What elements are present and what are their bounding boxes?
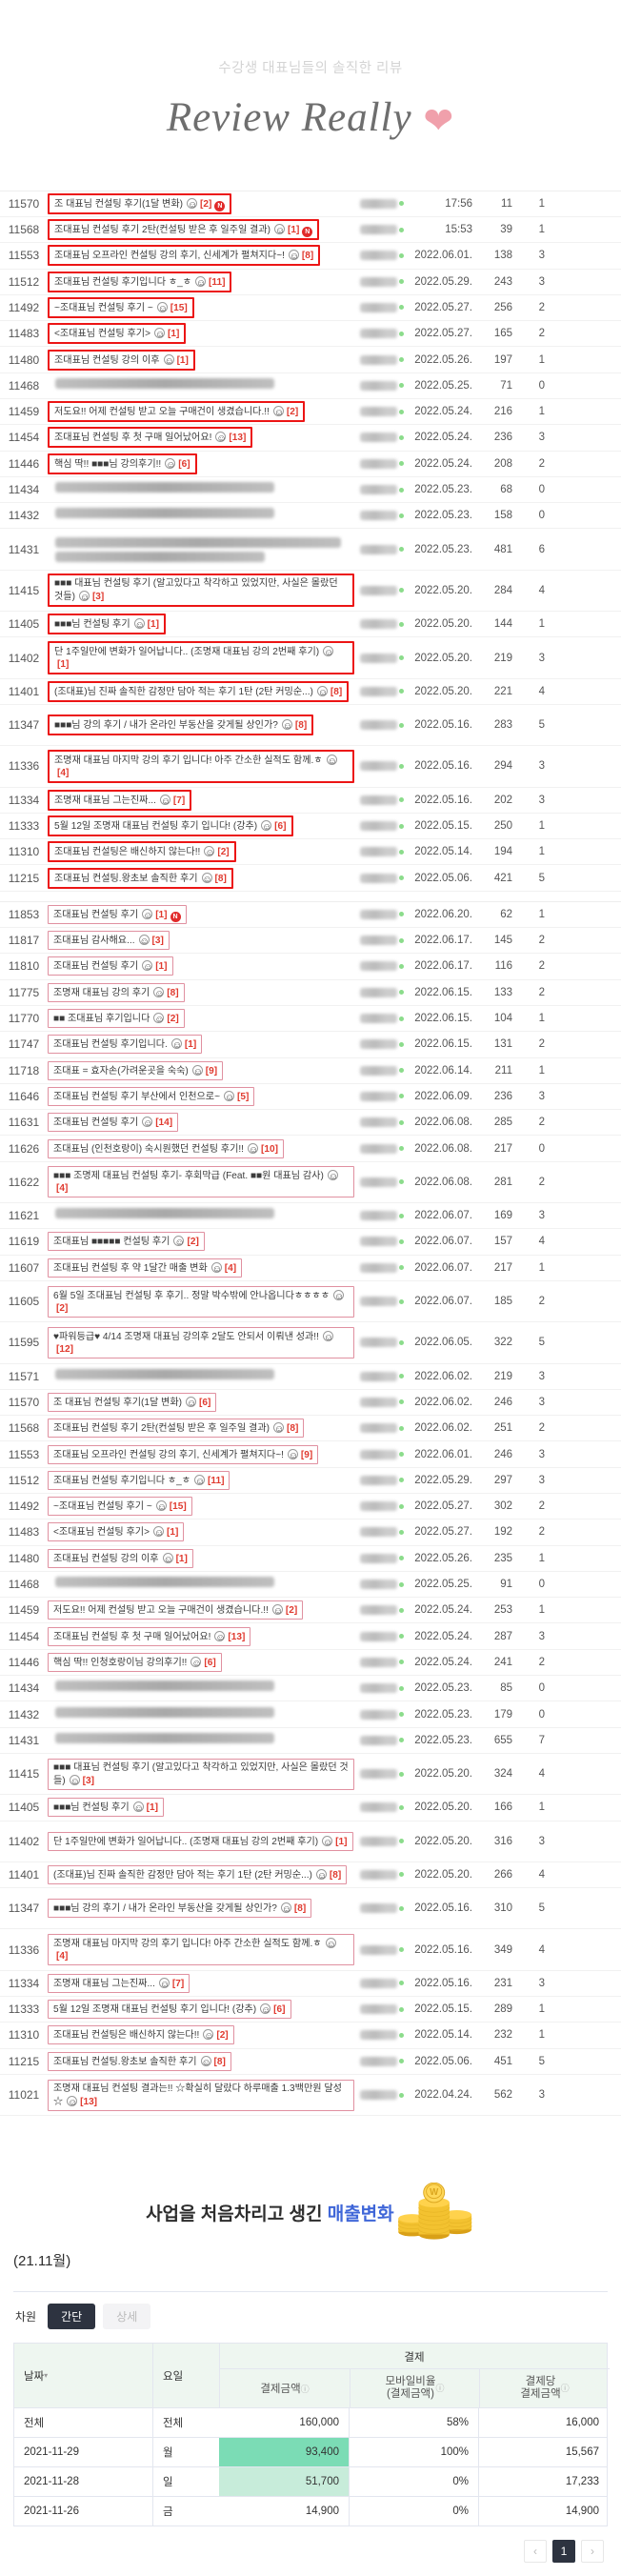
svg-text:W: W bbox=[430, 2187, 439, 2198]
